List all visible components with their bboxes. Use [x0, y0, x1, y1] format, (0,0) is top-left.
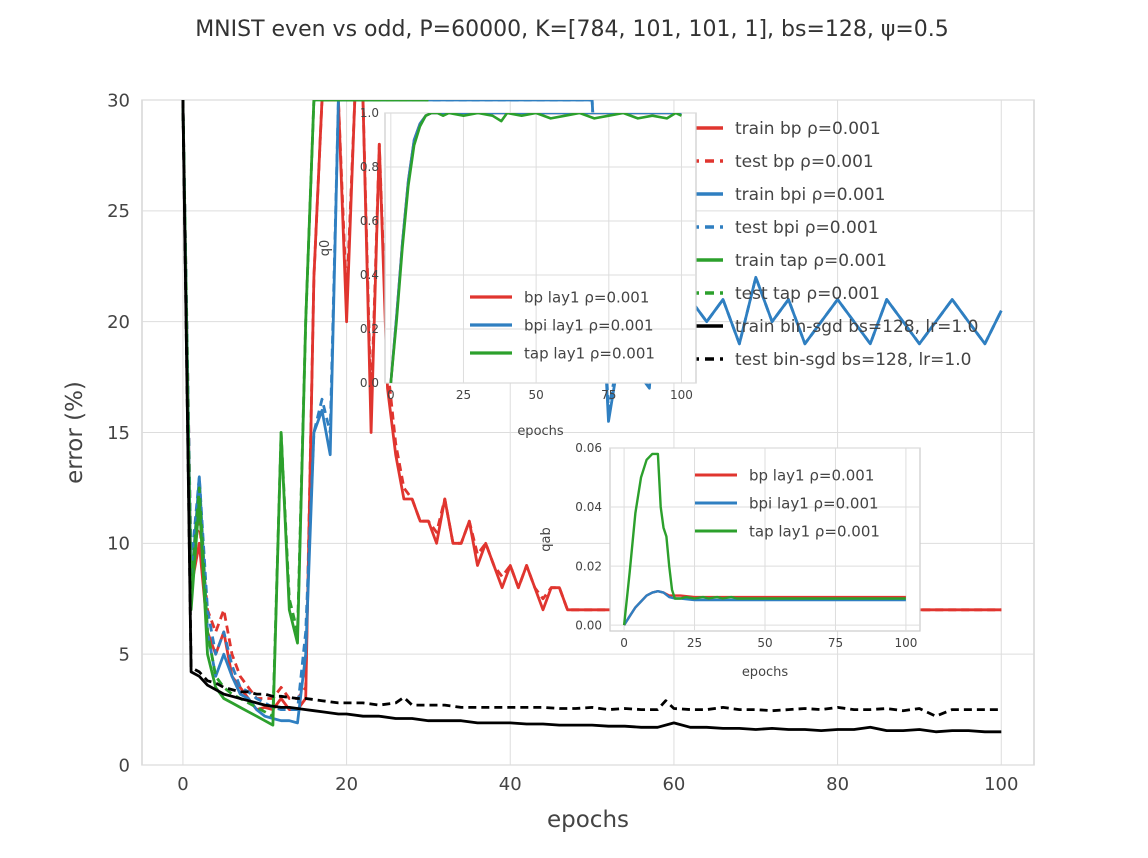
main-legend-label-0: train bp ρ=0.001: [735, 119, 881, 139]
chart-title: MNIST even vs odd, P=60000, K=[784, 101,…: [195, 17, 949, 42]
main-series-line-6: [181, 100, 1002, 734]
main-legend-label-1: test bp ρ=0.001: [735, 152, 874, 172]
inset-qab-xtick-label: 75: [828, 636, 843, 650]
main-xtick-label: 60: [662, 774, 685, 795]
inset-qab-legend: bp lay1 ρ=0.001 bpi lay1 ρ=0.001 tap lay1 …: [695, 466, 880, 540]
inset-qab-x-axis-label: epochs: [742, 665, 789, 680]
inset-q0-ytick-label: 0.2: [360, 322, 379, 336]
inset-q0-y-axis-label: q0: [318, 240, 333, 257]
inset-q0-ytick-label: 0.6: [360, 214, 379, 228]
main-ytick-label: 10: [107, 534, 130, 555]
inset-q0-xtick-label: 25: [456, 388, 471, 402]
inset-q0-x-axis-label: epochs: [517, 424, 564, 439]
inset-q0-xtick-label: 0: [387, 388, 395, 402]
inset-q0-series-group: [389, 113, 683, 383]
main-ytick-label: 20: [107, 312, 130, 333]
inset-qab-xtick-label: 0: [620, 636, 628, 650]
inset-q0-ytick-label: 1.0: [360, 106, 379, 120]
main-xtick-label: 20: [335, 774, 358, 795]
main-legend-label-3: test bpi ρ=0.001: [735, 218, 878, 238]
main-y-axis-label: error (%): [62, 381, 88, 484]
inset-q0-xtick-label: 50: [528, 388, 543, 402]
inset-q0-ytick-label: 0.4: [360, 268, 379, 282]
main-legend-label-2: train bpi ρ=0.001: [735, 185, 885, 205]
inset-q0-ytick-label: 0.8: [360, 160, 379, 174]
inset-qab-ytick-label: 0.04: [575, 500, 602, 514]
main-xtick-label: 80: [826, 774, 849, 795]
main-ytick-label: 25: [107, 201, 130, 222]
inset-qab-series-line-1: [623, 590, 906, 626]
main-legend: train bp ρ=0.001 test bp ρ=0.001 train bpi…: [675, 119, 978, 370]
inset-qab-ytick-label: 0.00: [575, 618, 602, 632]
inset-q0-legend-label-2: tap lay1 ρ=0.001: [524, 344, 655, 362]
main-legend-label-6: train bin-sgd bs=128, lr=1.0: [735, 317, 978, 337]
inset-qab-ytick-label: 0.02: [575, 559, 602, 573]
main-xtick-label: 40: [499, 774, 522, 795]
inset-qab-ytick-label: 0.06: [575, 441, 602, 455]
inset-qab-legend-label-1: bpi lay1 ρ=0.001: [749, 494, 879, 512]
inset-qab-xtick-label: 50: [757, 636, 772, 650]
inset-qab-series-group: [622, 452, 906, 626]
inset-q0-xtick-label: 75: [601, 388, 616, 402]
inset-qab-y-axis-label: qab: [539, 527, 554, 551]
main-series-line-5: [181, 100, 429, 718]
inset-qab-series-line-2: [622, 452, 906, 626]
main-x-axis-label: epochs: [547, 807, 629, 833]
main-xtick-label: 100: [984, 774, 1018, 795]
inset-q0-ytick-label: 0.0: [360, 376, 379, 390]
inset-q0-series-line-1: [389, 113, 682, 383]
inset-qab-legend-label-2: tap lay1 ρ=0.001: [749, 522, 880, 540]
inset-qab-legend-label-0: bp lay1 ρ=0.001: [749, 466, 874, 484]
inset-q0-legend: bp lay1 ρ=0.001 bpi lay1 ρ=0.001 tap lay1 …: [470, 288, 655, 362]
main-series-line-7: [181, 100, 1002, 718]
main-legend-label-7: test bin-sgd bs=128, lr=1.0: [735, 350, 971, 370]
main-legend-label-4: train tap ρ=0.001: [735, 251, 887, 271]
main-xtick-label: 0: [177, 774, 188, 795]
main-series-group: [181, 100, 1003, 734]
inset-q0-legend-label-1: bpi lay1 ρ=0.001: [524, 316, 654, 334]
inset-q0-series-line-2: [389, 113, 683, 383]
main-series-line-0: [181, 100, 1002, 711]
main-ytick-label: 30: [107, 90, 130, 111]
main-legend-label-5: test tap ρ=0.001: [735, 284, 880, 304]
main-ytick-label: 0: [119, 755, 130, 776]
inset-qab-xtick-label: 100: [894, 636, 917, 650]
main-ytick-label: 5: [119, 644, 130, 665]
inset-q0-legend-label-0: bp lay1 ρ=0.001: [524, 288, 649, 306]
main-series-line-3: [181, 100, 1003, 711]
inset-q0-xtick-label: 100: [670, 388, 693, 402]
inset-q0-plot: 0 25 50 75 100 0.0 0.2 0.4 0.6 0.8 1.0 epochs q0 bp l…: [318, 106, 697, 439]
inset-qab-xtick-label: 25: [687, 636, 702, 650]
inset-qab-plot: 0 25 50 75 100 0.00 0.02 0.04 0.06 epochs qab bp la…: [539, 441, 921, 680]
inset-q0-frame: [384, 112, 697, 384]
main-ytick-label: 15: [107, 423, 130, 444]
